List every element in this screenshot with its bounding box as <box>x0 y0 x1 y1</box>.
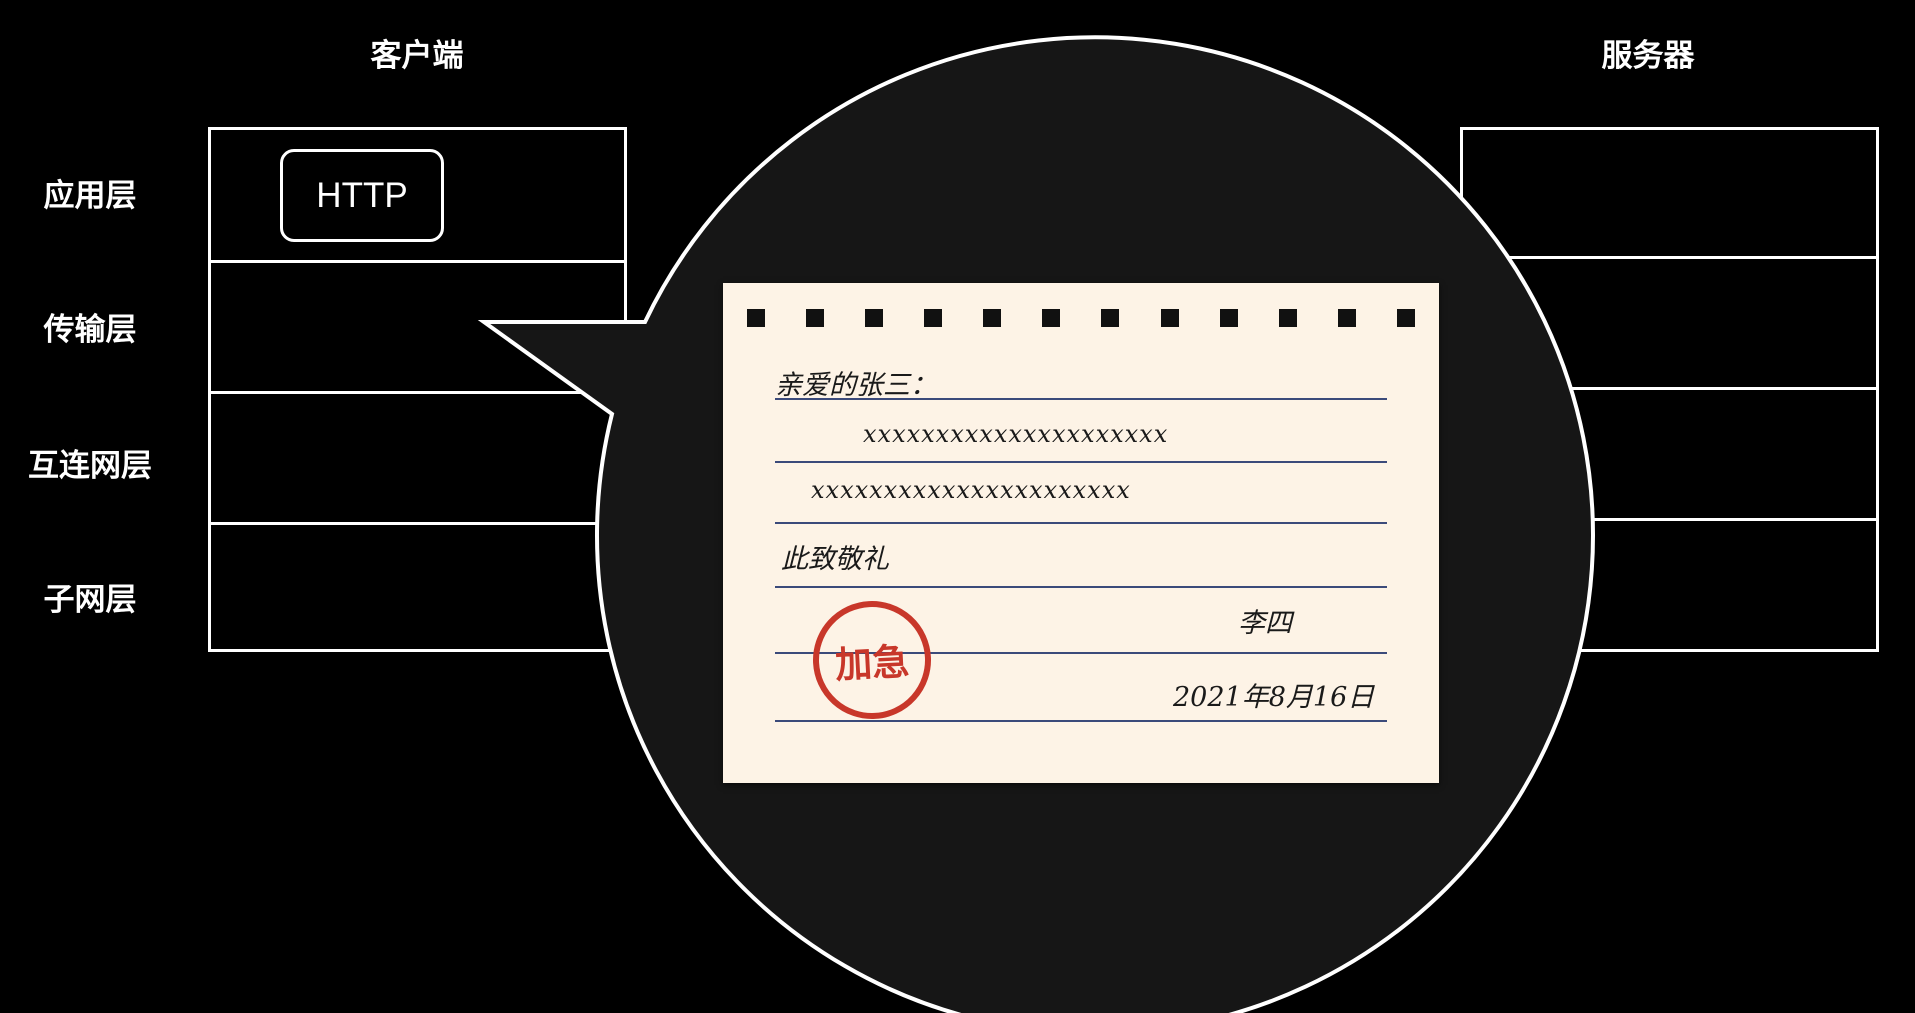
letter-rule <box>775 461 1387 463</box>
urgent-stamp: 加急 <box>809 597 935 723</box>
punch-hole <box>1219 309 1238 327</box>
letter-signature: 李四 <box>1238 608 1292 639</box>
layer-label-transport: 传输层 <box>43 312 137 348</box>
letter-greeting: 亲爱的张三： <box>775 370 937 401</box>
letter-closing: 此致敬礼 <box>781 544 889 575</box>
client-row-divider <box>211 391 624 394</box>
letter-rule <box>775 652 1387 654</box>
punch-hole <box>747 309 765 327</box>
letter-body-line-2: xxxxxxxxxxxxxxxxxxxxxx <box>811 476 1131 504</box>
punch-hole <box>924 309 943 327</box>
letter-rule <box>775 522 1387 524</box>
punch-hole <box>1337 309 1356 327</box>
client-row-divider <box>211 260 624 263</box>
http-protocol-box: HTTP <box>280 149 444 242</box>
server-row-divider <box>1463 256 1876 259</box>
layer-label-application: 应用层 <box>43 178 137 214</box>
letter-date: 2021年8月16日 <box>1173 682 1375 713</box>
punch-hole <box>1101 309 1120 327</box>
punch-hole <box>865 309 884 327</box>
server-title: 服务器 <box>1601 38 1695 74</box>
punch-hole <box>806 309 825 327</box>
letter-rule <box>775 720 1387 722</box>
punch-hole <box>1396 309 1415 327</box>
punch-hole <box>1278 309 1297 327</box>
server-row-divider <box>1463 387 1876 390</box>
letter-body-line-1: xxxxxxxxxxxxxxxxxxxxx <box>863 420 1169 448</box>
client-row-divider <box>211 522 624 525</box>
layer-label-subnet: 子网层 <box>43 582 137 618</box>
letter-rule <box>775 398 1387 400</box>
client-title: 客户端 <box>370 38 464 74</box>
punch-hole <box>1160 309 1179 327</box>
server-row-divider <box>1463 518 1876 521</box>
letter-card: 亲爱的张三： xxxxxxxxxxxxxxxxxxxxx xxxxxxxxxxx… <box>723 283 1439 783</box>
punch-hole <box>983 309 1002 327</box>
punch-hole <box>1042 309 1061 327</box>
letter-punch-holes <box>747 309 1415 327</box>
letter-rule <box>775 586 1387 588</box>
layer-label-internet: 互连网层 <box>28 448 152 484</box>
